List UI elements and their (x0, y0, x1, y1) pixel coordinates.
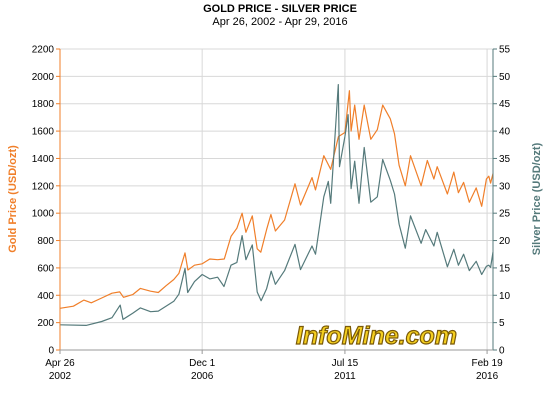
left-tick-label: 1400 (32, 154, 55, 165)
x-tick-year: 2006 (191, 371, 214, 382)
right-tick-label: 5 (499, 318, 505, 329)
right-tick-label: 50 (499, 72, 511, 83)
right-axis-label: Silver Price (USD/ozt) (531, 142, 543, 255)
right-tick-label: 35 (499, 154, 511, 165)
right-tick-label: 20 (499, 236, 511, 247)
plot-area (60, 49, 493, 350)
right-tick-label: 40 (499, 127, 511, 138)
left-tick-label: 400 (37, 291, 54, 302)
chart-title: GOLD PRICE - SILVER PRICE (203, 3, 357, 15)
right-tick-label: 0 (499, 346, 505, 357)
gold-price-line (59, 90, 494, 309)
left-tick-label: 800 (37, 236, 54, 247)
x-tick-year: 2011 (334, 371, 356, 382)
right-tick-label: 25 (499, 209, 511, 220)
x-tick-label: Feb 19 (472, 358, 504, 369)
axis-ticks: 0200400600800100012001400160018002000220… (32, 45, 511, 383)
left-tick-label: 1800 (32, 99, 55, 110)
right-tick-label: 15 (499, 263, 511, 274)
left-tick-label: 2000 (32, 72, 55, 83)
x-tick-year: 2002 (49, 371, 72, 382)
x-tick-label: Dec 1 (189, 358, 216, 369)
left-tick-label: 2200 (32, 45, 55, 56)
right-tick-label: 45 (499, 99, 511, 110)
left-tick-label: 1200 (32, 181, 55, 192)
x-tick-label: Jul 15 (332, 358, 359, 369)
watermark-logo: InfoMine.com (296, 322, 457, 350)
left-tick-label: 600 (37, 263, 54, 274)
left-tick-label: 1600 (32, 127, 55, 138)
x-tick-label: Apr 26 (45, 358, 75, 369)
left-tick-label: 0 (48, 346, 54, 357)
left-tick-label: 1000 (32, 209, 55, 220)
series-lines (59, 83, 494, 326)
x-tick-year: 2016 (476, 371, 499, 382)
right-tick-label: 30 (499, 181, 511, 192)
right-tick-label: 55 (499, 45, 511, 56)
silver-price-line (59, 83, 494, 326)
right-tick-label: 10 (499, 291, 511, 302)
left-tick-label: 200 (37, 318, 54, 329)
left-axis-label: Gold Price (USD/ozt) (7, 145, 19, 253)
chart-subtitle: Apr 26, 2002 - Apr 29, 2016 (212, 16, 347, 28)
